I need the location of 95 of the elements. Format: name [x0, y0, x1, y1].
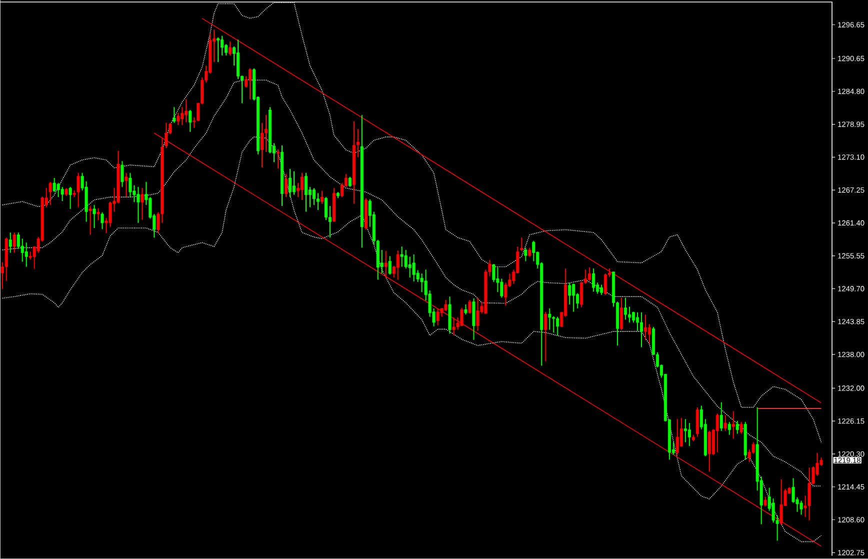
candlestick: [24, 242, 28, 268]
candlestick: [216, 37, 220, 63]
candlestick: [260, 122, 264, 168]
candlestick: [384, 250, 388, 278]
candlestick: [56, 182, 60, 198]
candlestick: [264, 114, 268, 153]
candlestick: [640, 312, 644, 348]
candlestick: [52, 178, 56, 193]
candlestick: [8, 232, 12, 254]
candlestick: [316, 192, 320, 211]
candlestick: [404, 250, 408, 270]
candlestick: [236, 39, 240, 80]
candlestick: [224, 44, 228, 56]
candlestick: [688, 422, 691, 447]
candlestick: [708, 430, 711, 472]
candlestick: [396, 250, 400, 280]
candlestick: [284, 174, 288, 198]
candlestick: [172, 106, 176, 124]
candlestick: [648, 324, 651, 344]
candlestick: [120, 160, 124, 188]
candlestick: [292, 170, 296, 196]
candlestick: [388, 256, 392, 276]
candlestick: [92, 204, 96, 229]
candlestick: [12, 232, 16, 254]
candlestick: [556, 316, 560, 336]
candlestick: [304, 172, 308, 212]
candlestick: [320, 190, 324, 204]
candlestick: [248, 68, 252, 100]
candlestick: [60, 186, 64, 202]
candlestick: [140, 188, 144, 220]
candlestick: [136, 186, 140, 224]
candlestick: [572, 283, 576, 312]
candlestick: [780, 478, 783, 526]
candlestick: [48, 182, 52, 206]
candlestick: [604, 273, 608, 296]
candlestick: [436, 308, 440, 326]
candlestick: [724, 414, 727, 432]
candlestick: [716, 413, 719, 453]
candlestick: [764, 496, 767, 507]
candlestick: [580, 281, 584, 308]
candlestick: [128, 172, 132, 198]
candlestick: [100, 212, 104, 230]
candlestick: [88, 206, 92, 236]
candlestick: [228, 40, 232, 56]
candlestick: [568, 282, 572, 306]
candlestick: [468, 300, 472, 314]
candlestick: [220, 35, 224, 56]
candlestick: [792, 478, 795, 504]
candlestick: [720, 402, 723, 432]
candlestick: [276, 148, 280, 170]
candlestick: [732, 410, 735, 440]
candlestick: [524, 247, 528, 262]
candlestick: [476, 297, 480, 332]
candlestick: [16, 232, 20, 250]
candlestick: [624, 297, 628, 320]
candlestick: [412, 254, 416, 282]
candlestick: [500, 278, 504, 298]
candlestick: [400, 246, 404, 268]
candlestick: [76, 172, 80, 208]
candlestick: [188, 110, 192, 132]
candlestick: [460, 307, 464, 326]
candlestick: [452, 317, 456, 336]
candlestick: [740, 422, 743, 434]
candlestick: [356, 128, 360, 158]
candlestick: [684, 418, 687, 443]
candlestick: [600, 284, 604, 296]
candlestick: [552, 316, 556, 334]
candlestick: [728, 422, 731, 436]
candlestick: [548, 308, 552, 330]
candlestick: [592, 268, 596, 292]
candlestick: [520, 237, 524, 252]
candlestick: [124, 172, 128, 198]
candlestick: [544, 311, 548, 362]
candlestick: [324, 196, 328, 221]
candlestick: [464, 304, 468, 316]
candlestick: [184, 98, 188, 123]
candlestick: [288, 168, 292, 198]
candlestick: [620, 297, 624, 330]
candlestick: [808, 467, 811, 521]
candlestick: [800, 500, 803, 516]
candlestick: [676, 418, 679, 456]
candlestick: [348, 176, 352, 188]
candlestick: [312, 188, 316, 206]
candlestick: [300, 172, 304, 201]
candlestick: [588, 266, 592, 282]
candlestick: [636, 312, 640, 332]
candlestick: [736, 420, 739, 434]
candlestick: [420, 273, 424, 293]
candlestick: [644, 314, 648, 340]
candlestick: [68, 186, 72, 210]
candlestick: [444, 300, 448, 312]
line-series: [2, 136, 822, 542]
line-series: [2, 79, 822, 487]
candlestick: [628, 306, 632, 324]
candlestick: [96, 208, 100, 221]
